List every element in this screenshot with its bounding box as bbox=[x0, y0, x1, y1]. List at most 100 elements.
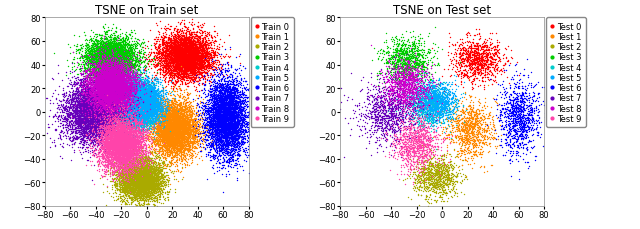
Point bbox=[168, 132, 178, 136]
Point bbox=[466, 55, 476, 59]
Point bbox=[130, 125, 140, 129]
Point bbox=[419, 93, 429, 97]
Point bbox=[415, 180, 425, 183]
Point bbox=[246, 104, 256, 108]
Point bbox=[412, 79, 422, 83]
Point bbox=[131, 69, 141, 72]
Point bbox=[159, 153, 169, 157]
Point bbox=[133, 110, 143, 113]
Point bbox=[173, 115, 184, 119]
Point bbox=[192, 66, 202, 70]
Point bbox=[170, 39, 180, 43]
Point bbox=[116, 66, 127, 70]
Point bbox=[401, 74, 412, 78]
Point bbox=[147, 103, 157, 106]
Point bbox=[179, 124, 189, 127]
Point bbox=[410, 100, 420, 104]
Point bbox=[81, 117, 91, 121]
Point bbox=[430, 103, 440, 106]
Point bbox=[132, 186, 142, 189]
Point bbox=[441, 193, 451, 197]
Point bbox=[179, 64, 189, 68]
Point bbox=[163, 134, 173, 138]
Point bbox=[168, 113, 178, 116]
Point bbox=[137, 127, 147, 131]
Point bbox=[132, 101, 143, 105]
Point bbox=[143, 98, 153, 102]
Point bbox=[157, 98, 168, 102]
Point bbox=[125, 169, 136, 173]
Point bbox=[154, 111, 164, 115]
Point bbox=[163, 60, 173, 63]
Point bbox=[444, 176, 454, 179]
Point bbox=[137, 136, 147, 140]
Point bbox=[173, 114, 183, 117]
Point bbox=[167, 119, 177, 123]
Point bbox=[137, 103, 147, 107]
Point bbox=[143, 76, 154, 79]
Point bbox=[73, 126, 83, 129]
Point bbox=[141, 98, 152, 102]
Point bbox=[97, 68, 108, 71]
Point bbox=[113, 58, 124, 61]
Point bbox=[364, 141, 374, 145]
Point bbox=[113, 151, 124, 155]
Point bbox=[92, 52, 102, 56]
Point bbox=[107, 67, 117, 71]
Point bbox=[154, 33, 164, 36]
Point bbox=[115, 184, 125, 188]
Point bbox=[221, 102, 232, 105]
Point bbox=[108, 81, 118, 85]
Point bbox=[133, 102, 143, 106]
Point bbox=[467, 112, 477, 116]
Point bbox=[106, 125, 116, 128]
Point bbox=[120, 171, 131, 175]
Point bbox=[90, 58, 100, 62]
Point bbox=[119, 77, 129, 81]
Point bbox=[204, 33, 214, 37]
Point bbox=[111, 139, 121, 143]
Point bbox=[175, 32, 186, 35]
Point bbox=[101, 59, 111, 63]
Point bbox=[429, 128, 439, 132]
Point bbox=[189, 59, 199, 63]
Point bbox=[120, 190, 130, 194]
Point bbox=[116, 63, 126, 66]
Point bbox=[126, 77, 136, 81]
Point bbox=[172, 104, 182, 108]
Point bbox=[100, 132, 110, 136]
Point bbox=[106, 115, 116, 119]
Point bbox=[242, 83, 252, 87]
Point bbox=[144, 96, 154, 100]
Point bbox=[134, 120, 144, 124]
Point bbox=[108, 96, 118, 100]
Point bbox=[201, 50, 211, 54]
Point bbox=[155, 64, 165, 68]
Point bbox=[175, 127, 185, 131]
Point bbox=[150, 177, 160, 181]
Point bbox=[166, 59, 176, 63]
Point bbox=[93, 86, 103, 90]
Point bbox=[94, 69, 104, 72]
Point bbox=[171, 63, 181, 67]
Point bbox=[129, 97, 140, 101]
Point bbox=[125, 112, 136, 115]
Point bbox=[108, 85, 118, 89]
Point bbox=[451, 98, 461, 102]
Point bbox=[131, 198, 141, 201]
Point bbox=[79, 120, 89, 124]
Point bbox=[109, 149, 120, 153]
Point bbox=[134, 101, 145, 105]
Point bbox=[167, 58, 177, 62]
Point bbox=[111, 106, 121, 110]
Point bbox=[227, 86, 237, 90]
Point bbox=[100, 95, 111, 99]
Point bbox=[424, 89, 434, 93]
Point bbox=[212, 130, 222, 133]
Point bbox=[117, 137, 127, 141]
Point bbox=[104, 118, 115, 122]
Point bbox=[127, 70, 138, 73]
Point bbox=[103, 126, 113, 130]
Point bbox=[136, 164, 147, 168]
Point bbox=[115, 93, 125, 96]
